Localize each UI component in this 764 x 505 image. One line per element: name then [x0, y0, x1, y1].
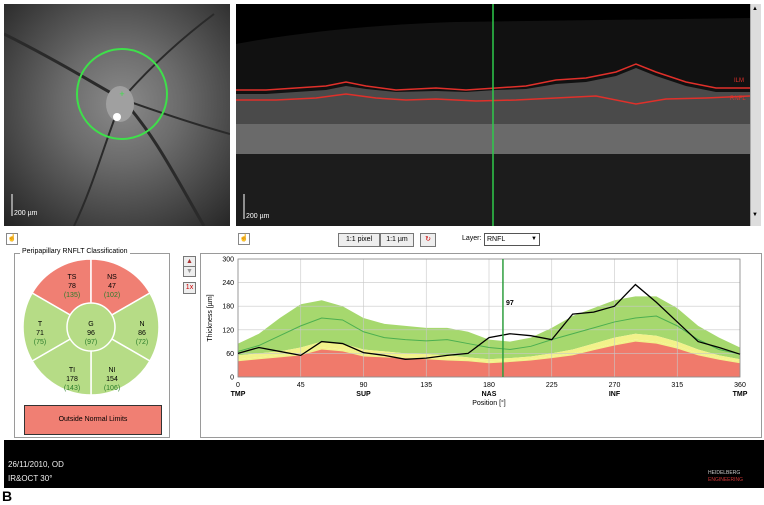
sector-t-label: T 71 (75) — [20, 320, 60, 347]
y-tick-label: 0 — [230, 375, 234, 382]
reset-icon[interactable]: ↻ — [420, 233, 436, 247]
region-label: NAS — [482, 391, 497, 398]
fundus-image[interactable]: + 200 µm — [4, 4, 230, 226]
classification-title: Peripapillary RNFLT Classification — [20, 248, 130, 255]
x-tick-label: 315 — [671, 382, 683, 389]
sector-t-id: T — [37, 321, 43, 328]
sector-ts-normal: (135) — [63, 292, 81, 299]
sector-n[interactable] — [89, 291, 160, 363]
sector-n-label: N 86 (72) — [122, 320, 162, 347]
y-tick-label: 240 — [222, 280, 234, 287]
sector-ns-id: NS — [107, 274, 117, 281]
scan-circle[interactable] — [76, 48, 168, 140]
rnfl-line — [236, 93, 750, 105]
sector-ni-value: 154 — [106, 376, 118, 383]
scroll-down-icon[interactable]: ▼ — [752, 212, 758, 218]
y-tick-label: 120 — [222, 327, 234, 334]
zoom-label: 1x — [185, 284, 194, 291]
normal-mean-line — [237, 315, 741, 355]
measured-thickness-line — [237, 283, 741, 360]
sector-g-label: G 96 (97) — [71, 320, 111, 347]
plot-frame — [237, 258, 741, 378]
y-tick-label: 180 — [222, 304, 234, 311]
y-tick-label: 60 — [226, 351, 234, 358]
sector-ti-normal: (143) — [63, 385, 81, 392]
sector-ts-value: 78 — [68, 283, 76, 290]
layer-select-value: RNFL — [487, 236, 506, 243]
oct-overlay — [236, 4, 750, 226]
sector-n-normal: (72) — [135, 339, 149, 346]
x-tick-label: 180 — [483, 382, 495, 389]
figure-label: B — [2, 488, 13, 504]
region-label: TMP — [231, 391, 246, 398]
sector-ts-label: TS 78 (135) — [52, 273, 92, 300]
x-tick-label: 270 — [609, 382, 621, 389]
sector-ni-label: NI 154 (106) — [92, 366, 132, 393]
layer-label: Layer: — [462, 235, 482, 242]
sector-ni-normal: (106) — [103, 385, 121, 392]
oct-scale-label: 200 µm — [246, 213, 270, 220]
sector-ts-id: TS — [67, 274, 77, 281]
sector-g-id: G — [88, 321, 94, 328]
scroll-up-icon[interactable]: ▲ — [752, 6, 758, 12]
sector-ti-value: 178 — [66, 376, 78, 383]
zoom-button[interactable]: 1x — [183, 282, 196, 294]
sector-t-value: 71 — [36, 330, 44, 337]
oct-bscan[interactable]: ILM RNFL 200 µm — [236, 4, 750, 226]
x-tick-label: 0 — [236, 382, 240, 389]
thickness-graph-panel — [200, 253, 762, 438]
acquisition-mode: IR&OCT 30° — [8, 474, 53, 483]
one-to-one-pixel-button[interactable]: 1:1 pixel — [338, 233, 380, 247]
ilm-label: ILM — [734, 78, 745, 84]
x-tick-label: 90 — [360, 382, 368, 389]
sector-n-value: 86 — [138, 330, 146, 337]
region-label: TMP — [733, 391, 748, 398]
sector-ti-id: TI — [68, 367, 76, 374]
x-tick-label: 225 — [546, 382, 558, 389]
fundus-scale-label: 200 µm — [14, 210, 38, 217]
x-tick-label: 135 — [420, 382, 432, 389]
sector-g[interactable] — [66, 302, 116, 352]
sector-t[interactable] — [22, 291, 93, 363]
classification-result-text: Outside Normal Limits — [58, 416, 128, 423]
fundus-overlay: + — [4, 13, 230, 226]
svg-text:+: + — [119, 89, 124, 99]
layer-select[interactable]: RNFL ▼ — [484, 233, 540, 246]
exam-date: 26/11/2010, OD — [8, 460, 64, 469]
one-to-one-pixel-label: 1:1 pixel — [345, 236, 373, 243]
region-label: INF — [609, 391, 621, 398]
sector-ns-value: 47 — [108, 283, 116, 290]
cursor-value-label: 97 — [506, 300, 514, 307]
sector-g-value: 96 — [87, 330, 95, 337]
thickness-chart[interactable]: 0 45 90 135 180 225 270 315 360 0 60 120 180 240 300 97… — [200, 253, 760, 436]
hand-tool-icon[interactable]: ☝ — [6, 233, 18, 245]
hand-tool-icon[interactable]: ☝ — [238, 233, 250, 245]
sector-ns-label: NS 47 (102) — [92, 273, 132, 300]
classification-pie — [22, 258, 160, 396]
sector-n-id: N — [139, 321, 145, 328]
sector-t-normal: (75) — [33, 339, 47, 346]
scroll-down-button[interactable]: ▼ — [183, 266, 196, 277]
classification-result-badge: Outside Normal Limits — [24, 405, 162, 435]
region-label: SUP — [356, 391, 371, 398]
sector-ti-label: TI 178 (143) — [52, 366, 92, 393]
status-bar: 26/11/2010, OD IR&OCT 30° HEIDELBERG ENG… — [4, 440, 764, 488]
sector-g-normal: (97) — [84, 339, 98, 346]
one-to-one-um-label: 1:1 µm — [386, 236, 408, 243]
brand-logo-line2: ENGINEERING — [708, 477, 744, 483]
ilm-line — [236, 63, 750, 91]
x-axis-label: Position [°] — [472, 399, 506, 407]
chevron-down-icon: ▼ — [531, 236, 537, 242]
oct-vertical-scrollbar[interactable]: ▲ ▼ — [750, 4, 761, 226]
x-tick-label: 360 — [734, 382, 746, 389]
sector-ni-id: NI — [108, 367, 116, 374]
one-to-one-um-button[interactable]: 1:1 µm — [380, 233, 414, 247]
sector-ns-normal: (102) — [103, 292, 121, 299]
x-tick-label: 45 — [297, 382, 305, 389]
brand-logo-line1: HEIDELBERG — [708, 470, 741, 476]
rnfl-label: RNFL — [730, 96, 746, 102]
y-tick-label: 300 — [222, 257, 234, 264]
y-axis-label: Thickness [µm] — [207, 294, 214, 341]
